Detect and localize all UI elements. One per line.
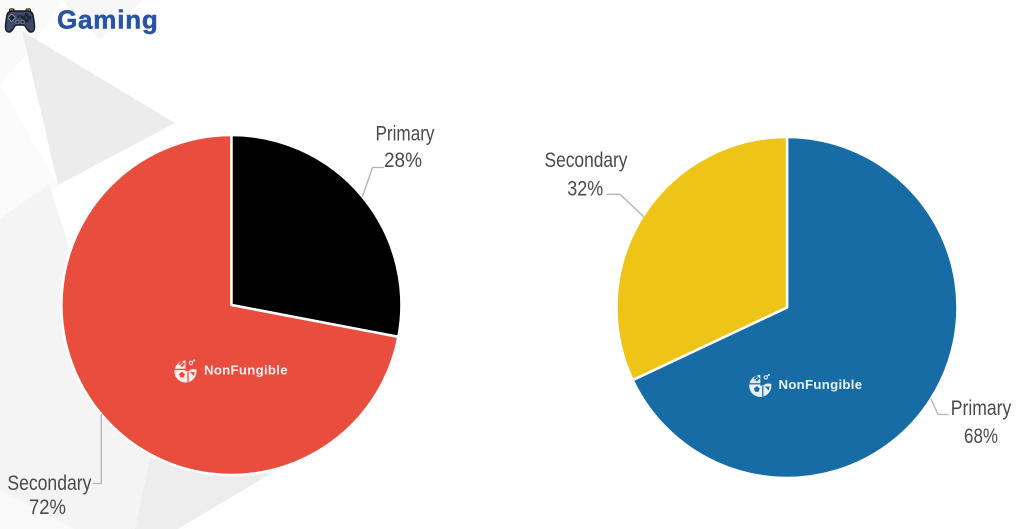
svg-text:NonFungible: NonFungible: [204, 362, 288, 377]
svg-text:Secondary: Secondary: [7, 471, 91, 495]
svg-text:Primary: Primary: [951, 396, 1012, 420]
svg-text:Gaming: Gaming: [57, 5, 159, 35]
svg-text:Secondary: Secondary: [545, 148, 628, 172]
svg-text:NonFungible: NonFungible: [779, 377, 863, 392]
svg-text:68%: 68%: [964, 424, 998, 448]
svg-text:32%: 32%: [567, 176, 603, 200]
svg-text:Primary: Primary: [376, 121, 435, 145]
svg-text:28%: 28%: [384, 148, 422, 172]
svg-text:72%: 72%: [29, 495, 66, 519]
